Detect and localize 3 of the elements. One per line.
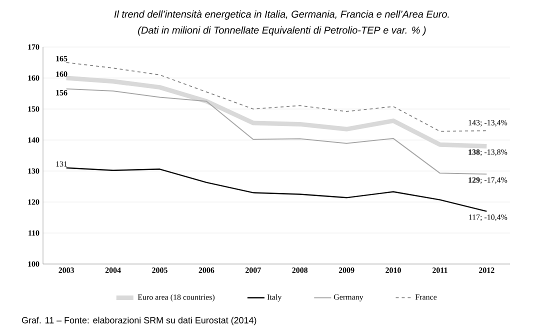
chart-subtitle: (Dati in milioni di Tonnellate Equivalenti di Petrolio-TEP e var. % ) [138, 26, 426, 36]
chart-title: Il trend dell’intensità energetica in Italia, Germania, Francia e nell’Area Euro. [114, 10, 449, 20]
text: Graf. 11 – Fonte: elaborazioni SRM su dati Eurostat (2014) [22, 316, 256, 326]
